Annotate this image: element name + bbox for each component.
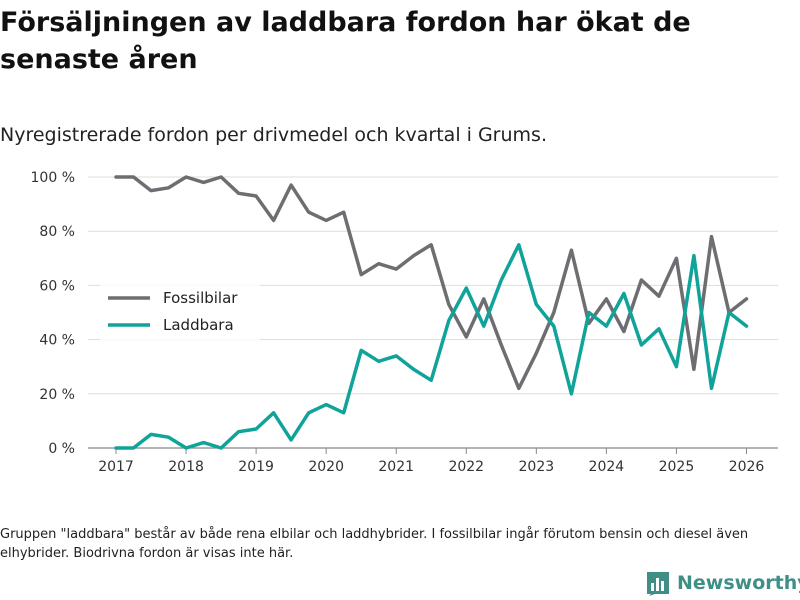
x-tick-label: 2026 — [729, 459, 765, 475]
y-tick-label: 20 % — [39, 387, 75, 403]
x-tick-label: 2020 — [308, 459, 344, 475]
legend-label-laddbara: Laddbara — [163, 316, 234, 334]
y-tick-label: 60 % — [39, 278, 75, 294]
legend-background — [100, 280, 260, 340]
series-lines — [114, 175, 749, 450]
x-tick-label: 2023 — [519, 459, 555, 475]
x-tick-label: 2019 — [238, 459, 274, 475]
y-tick-label: 80 % — [39, 224, 75, 240]
series-line-laddbara — [114, 243, 749, 450]
chart-subtitle: Nyregistrerade fordon per drivmedel och … — [0, 124, 547, 146]
brand-name: Newsworthy — [677, 572, 800, 594]
x-axis-ticks: 2017 2018 2019 2020 2021 2022 2023 2024 2025 2026 — [98, 448, 764, 475]
x-tick-label: 2017 — [98, 459, 134, 475]
series-line-fossilbilar — [114, 175, 749, 391]
y-tick-label: 0 % — [48, 441, 75, 457]
legend-label-fossilbilar: Fossilbilar — [163, 289, 238, 307]
bar-chart-logo-icon — [647, 572, 669, 596]
legend: Fossilbilar Laddbara — [100, 280, 260, 340]
footnote: Gruppen "laddbara" består av både rena e… — [0, 527, 749, 561]
x-tick-label: 2025 — [659, 459, 695, 475]
page-title: Försäljningen av laddbara fordon har öka… — [0, 7, 691, 75]
y-tick-label: 100 % — [31, 170, 75, 186]
x-tick-label: 2024 — [589, 459, 625, 475]
brand-logo: Newsworthy — [645, 570, 800, 596]
line-chart: 0 % 20 % 40 % 60 % 80 % 100 % 2017 2018 2019 202… — [31, 170, 778, 475]
y-axis-ticks: 0 % 20 % 40 % 60 % 80 % 100 % — [31, 170, 75, 457]
x-tick-label: 2018 — [168, 459, 204, 475]
x-tick-label: 2022 — [448, 459, 484, 475]
x-tick-label: 2021 — [378, 459, 414, 475]
y-tick-label: 40 % — [39, 333, 75, 349]
